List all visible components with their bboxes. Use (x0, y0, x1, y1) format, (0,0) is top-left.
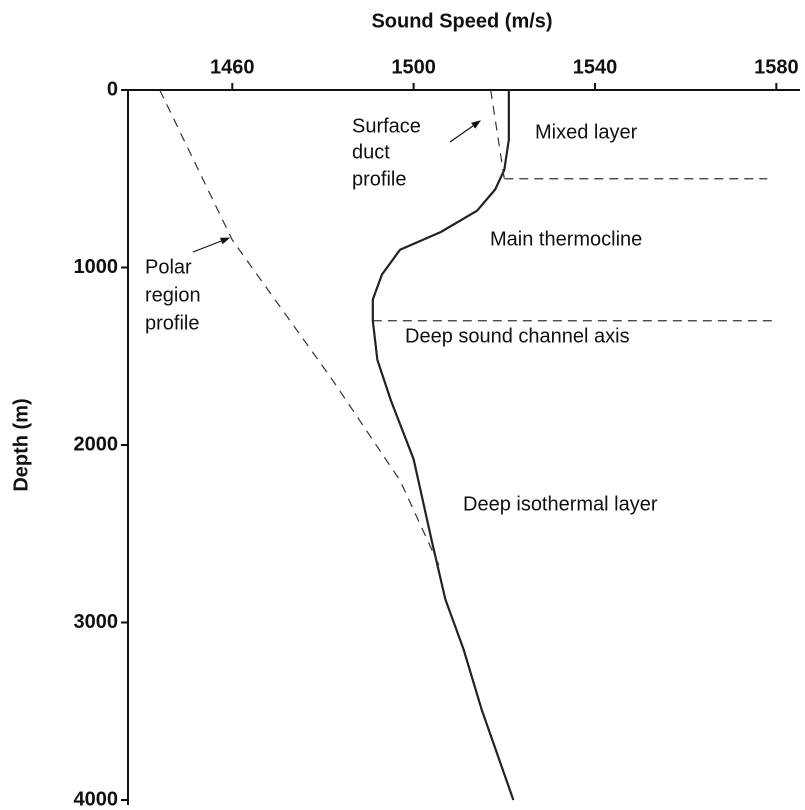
annotation: Polar (145, 256, 192, 278)
profile-line (371, 90, 515, 801)
x-tick-label: 1540 (573, 56, 618, 78)
annotation: Mixed layer (535, 121, 638, 143)
annotation: Deep isothermal layer (463, 493, 658, 515)
arrow (192, 237, 231, 253)
profile-line (490, 89, 505, 179)
annotation: Surface (352, 115, 421, 137)
annotation: profile (352, 168, 406, 190)
profile-line (159, 89, 442, 570)
annotation: Deep sound channel axis (405, 325, 630, 347)
y-tick-label: 0 (107, 78, 118, 100)
y-axis-label: Depth (m) (10, 398, 32, 491)
y-tick-label: 1000 (74, 256, 119, 278)
annotation: duct (352, 141, 390, 163)
x-tick-label: 1580 (754, 56, 799, 78)
x-axis-label: Sound Speed (m/s) (371, 10, 552, 32)
annotation: region (145, 284, 201, 306)
x-tick-label: 1500 (391, 56, 436, 78)
x-tick-label: 1460 (210, 56, 255, 78)
y-tick-label: 2000 (74, 433, 119, 455)
annotation: Main thermocline (490, 228, 642, 250)
y-tick-label: 4000 (74, 788, 119, 810)
arrow (449, 120, 481, 143)
y-tick-label: 3000 (74, 611, 119, 633)
annotation: profile (145, 312, 199, 334)
